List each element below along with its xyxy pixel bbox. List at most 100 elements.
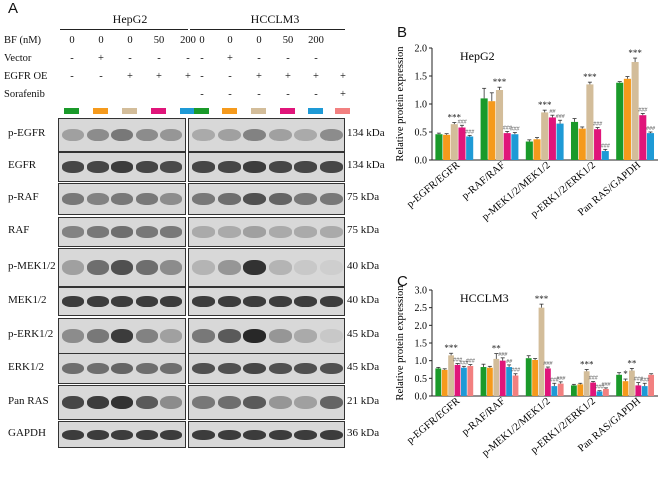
condition-label: Sorafenib	[4, 89, 45, 100]
blot-kda: 36 kDa	[347, 426, 380, 439]
condition-value: 200	[308, 35, 324, 46]
significance-label: ###	[465, 129, 475, 135]
bar	[628, 370, 635, 396]
blot-band	[86, 193, 109, 205]
y-tick-label: 2.0	[415, 321, 428, 332]
blot-band	[192, 226, 215, 238]
significance-label: ###	[550, 377, 560, 383]
blot-band	[62, 226, 84, 238]
significance-label: ***	[538, 100, 552, 110]
blot-band	[243, 296, 266, 307]
condition-value: -	[286, 89, 290, 100]
blot-band	[243, 161, 266, 173]
blot-band	[243, 329, 266, 343]
condition-value: -	[257, 89, 261, 100]
significance-label: **	[492, 344, 502, 354]
significance-label: ###	[634, 377, 644, 383]
blot-band	[192, 329, 215, 343]
y-tick-label: 0.0	[415, 392, 428, 403]
blot-band	[111, 193, 133, 205]
blot-kda: 134 kDa	[347, 127, 385, 139]
blot-kda: 40 kDa	[347, 259, 380, 272]
condition-value: +	[256, 71, 262, 82]
condition-value: +	[185, 71, 191, 82]
significance-label: ###	[593, 122, 603, 128]
blot-label: p-RAF	[8, 191, 39, 203]
blot-band	[243, 429, 266, 440]
blot-image-hepg2	[58, 217, 186, 247]
significance-label: ###	[556, 114, 566, 120]
y-tick-label: 1.5	[415, 72, 428, 83]
blot-band	[294, 161, 317, 173]
condition-value: 0	[98, 35, 104, 46]
significance-label: ***	[583, 72, 597, 82]
bar	[545, 368, 551, 396]
blot-kda: 40 kDa	[347, 293, 380, 306]
bar	[639, 115, 647, 160]
bar	[570, 385, 577, 396]
blot-band	[268, 296, 292, 307]
significance-label: ###	[638, 108, 648, 114]
condition-value: -	[70, 53, 74, 64]
bar	[495, 90, 504, 160]
bar	[551, 386, 558, 396]
y-tick-label: 1.0	[415, 356, 428, 367]
significance-label: ###	[589, 376, 599, 382]
blot-band	[294, 296, 317, 307]
condition-value: 0	[227, 35, 233, 46]
blot-kda: 45 kDa	[347, 360, 380, 373]
blot-band	[268, 395, 292, 410]
blot-band	[160, 329, 182, 343]
significance-label: ###	[503, 125, 513, 131]
blot-band	[135, 395, 158, 410]
bar	[616, 82, 624, 160]
blot-band	[192, 128, 215, 142]
blot-band	[294, 429, 317, 440]
significance-label: ***	[580, 360, 594, 370]
bar	[577, 384, 584, 396]
blot-band	[135, 429, 158, 440]
y-tick-label: 2.5	[415, 303, 428, 314]
blot-band	[192, 193, 215, 205]
blot-band	[62, 429, 84, 440]
significance-label: ##	[549, 109, 556, 115]
bar	[578, 128, 586, 160]
cell-underline-hepg2	[60, 29, 188, 30]
blot-image-hcclm3	[188, 318, 345, 354]
bar	[493, 358, 500, 396]
significance-label: ###	[511, 368, 521, 374]
blot-band	[86, 362, 109, 375]
blot-band	[62, 128, 84, 142]
bar	[646, 133, 655, 160]
significance-label: ***	[628, 48, 642, 58]
blot-band	[111, 329, 133, 343]
blot-band	[86, 429, 109, 440]
cell-title-hcclm3: HCCLM3	[250, 12, 300, 26]
blot-band	[294, 329, 317, 343]
blot-image-hcclm3	[188, 183, 345, 215]
blot-band	[160, 429, 182, 440]
blot-band	[243, 193, 266, 205]
significance-label: ###	[510, 127, 520, 133]
bar	[641, 386, 648, 396]
blot-band	[268, 193, 292, 205]
blot-band	[243, 362, 266, 375]
blot-band	[192, 296, 215, 307]
bar	[583, 371, 590, 396]
significance-label: ***	[448, 112, 462, 122]
blot-image-hcclm3	[188, 118, 345, 152]
blot-band	[135, 296, 158, 307]
bar	[525, 358, 532, 396]
blot-band	[268, 429, 292, 440]
significance-label: *	[623, 369, 628, 379]
condition-label: Vector	[4, 53, 32, 64]
blot-band	[62, 329, 84, 343]
blot-band	[160, 128, 182, 142]
blot-image-hepg2	[58, 248, 186, 287]
significance-label: ###	[459, 360, 469, 366]
blot-band	[243, 395, 266, 410]
blot-band	[135, 161, 158, 173]
panel-label-b: B	[397, 24, 408, 41]
blot-band	[86, 226, 109, 238]
blot-band	[135, 128, 158, 142]
